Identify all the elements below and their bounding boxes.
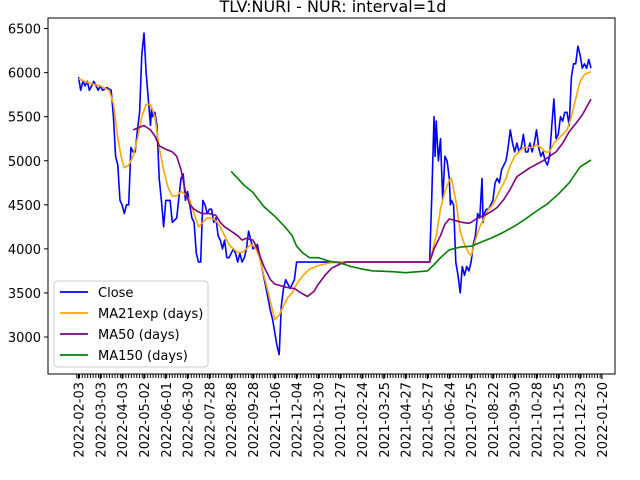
y-tick-label: 5500	[8, 111, 41, 126]
y-tick-label: 6500	[8, 23, 41, 38]
series-line-ma50-days	[132, 98, 592, 298]
legend-label-ma21exp: MA21exp (days)	[98, 307, 203, 322]
x-tick-label: 2021-08-22	[487, 382, 502, 458]
y-tick-label: 3000	[8, 331, 41, 346]
x-tick-label: 2021-10-28	[530, 382, 545, 458]
legend-box	[53, 280, 209, 368]
legend: Close MA21exp (days) MA50 (days) MA150 (…	[53, 280, 209, 368]
legend-label-close: Close	[98, 286, 133, 301]
x-tick-label: 2021-01-27	[334, 382, 349, 458]
x-tick-label: 2021-07-25	[465, 382, 480, 458]
x-tick-label: 2022-08-28	[225, 382, 240, 458]
y-tick-label: 5000	[8, 155, 41, 170]
x-axis: 2022-02-03 2022-03-03 2022-04-03 2022-05-02…	[73, 374, 611, 458]
x-tick-label: 2022-12-04	[291, 382, 306, 458]
x-tick-label: 2021-09-30	[509, 382, 524, 458]
x-tick-label: 2021-04-27	[400, 382, 415, 458]
x-tick-label: 2022-05-02	[138, 382, 153, 458]
x-tick-label: 2020-12-30	[312, 382, 327, 458]
x-tick-label: 2022-02-03	[73, 382, 88, 458]
y-tick-label: 4000	[8, 243, 41, 258]
x-tick-label: 2022-06-30	[182, 382, 197, 458]
legend-label-ma150: MA150 (days)	[98, 349, 188, 364]
y-tick-label: 6000	[8, 67, 41, 82]
x-tick-label: 2021-02-24	[356, 382, 371, 458]
x-tick-label: 2022-07-28	[203, 382, 218, 458]
x-tick-label: 2022-04-03	[116, 382, 131, 458]
series-layer	[77, 32, 592, 356]
series-line-ma21exp-days	[78, 71, 592, 321]
chart-title: TLV:NURI - NUR: interval=1d	[219, 0, 447, 16]
x-tick-label: 2021-06-24	[443, 382, 458, 458]
series-line-ma150-days	[230, 159, 592, 274]
x-tick-label: 2021-12-23	[574, 382, 589, 458]
x-tick-label: 2022-09-28	[247, 382, 262, 458]
y-axis: 3000 3500 4000 4500 5000 5500 6000 6500	[8, 23, 48, 346]
series-line-close	[77, 32, 592, 356]
legend-label-ma50: MA50 (days)	[98, 328, 180, 343]
x-tick-label: 2021-11-25	[552, 382, 567, 458]
y-tick-label: 3500	[8, 287, 41, 302]
x-tick-label: 2022-06-01	[160, 382, 175, 458]
x-tick-label: 2022-03-03	[94, 382, 109, 458]
x-tick-label: 2021-05-27	[421, 382, 436, 458]
x-tick-label: 2022-01-20	[596, 382, 611, 458]
x-tick-label: 2021-03-25	[378, 382, 393, 458]
y-tick-label: 4500	[8, 199, 41, 214]
x-tick-label: 2022-11-06	[269, 382, 284, 458]
